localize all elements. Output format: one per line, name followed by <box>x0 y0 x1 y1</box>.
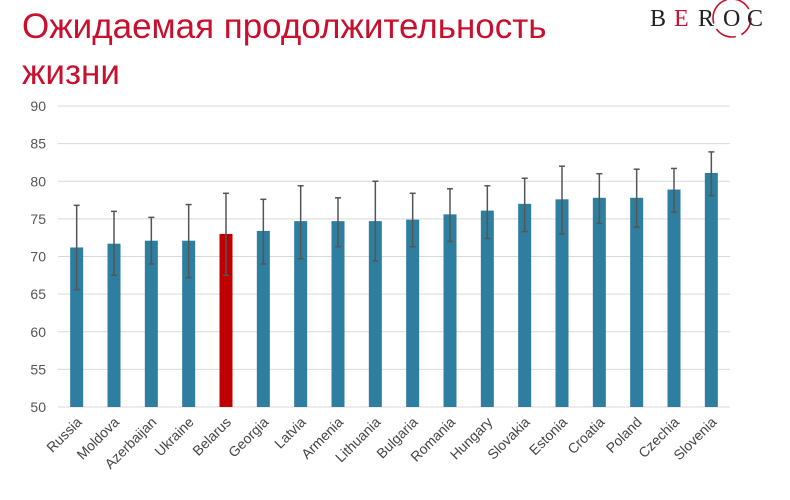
bar-hungary <box>480 210 494 407</box>
x-axis: RussiaMoldovaAzerbaijanUkraineBelarusGeo… <box>43 414 719 472</box>
error-bars <box>73 151 715 291</box>
bar-armenia <box>331 221 345 407</box>
y-tick-label: 90 <box>30 98 46 114</box>
y-axis: 50 55 60 65 70 75 80 85 90 <box>30 98 46 415</box>
bar-poland <box>630 197 644 407</box>
bar-russia <box>70 247 84 407</box>
bar-ukraine <box>182 240 196 407</box>
bar-romania <box>443 214 457 407</box>
bar-moldova <box>107 243 121 407</box>
bar-croatia <box>592 197 606 407</box>
y-tick-label: 55 <box>30 361 46 377</box>
bar-estonia <box>555 199 569 407</box>
logo-letter: O <box>723 6 744 32</box>
x-tick-label: Croatia <box>564 414 607 457</box>
y-tick-label: 70 <box>30 249 46 265</box>
bar-georgia <box>256 230 270 407</box>
logo-letter: E <box>674 6 693 32</box>
beroc-logo: B E R O C <box>650 0 767 38</box>
bar-slovakia <box>518 203 532 407</box>
bar-lithuania <box>368 221 382 407</box>
logo-letter: B <box>650 6 670 32</box>
bars <box>70 172 718 407</box>
page-title: Ожидаемая продолжительность жизни <box>22 7 547 92</box>
x-tick-label: Georgia <box>225 414 272 461</box>
bar-azerbaijan <box>144 240 158 407</box>
bar-latvia <box>294 221 308 407</box>
logo-letter: R <box>698 6 718 32</box>
bar-czechia <box>667 189 681 407</box>
x-tick-label: Estonia <box>526 414 570 458</box>
x-tick-label: Slovakia <box>484 414 533 463</box>
bar-slovenia <box>704 172 718 407</box>
x-tick-label: Ukraine <box>151 414 197 460</box>
y-tick-label: 65 <box>30 286 46 302</box>
bar-belarus <box>219 233 233 407</box>
y-tick-label: 50 <box>30 399 46 415</box>
y-tick-label: 85 <box>30 136 46 152</box>
y-tick-label: 60 <box>30 324 46 340</box>
y-tick-label: 80 <box>30 173 46 189</box>
gridlines <box>58 105 730 408</box>
logo-letter: C <box>747 6 767 32</box>
bar-bulgaria <box>406 219 420 407</box>
y-tick-label: 75 <box>30 211 46 227</box>
